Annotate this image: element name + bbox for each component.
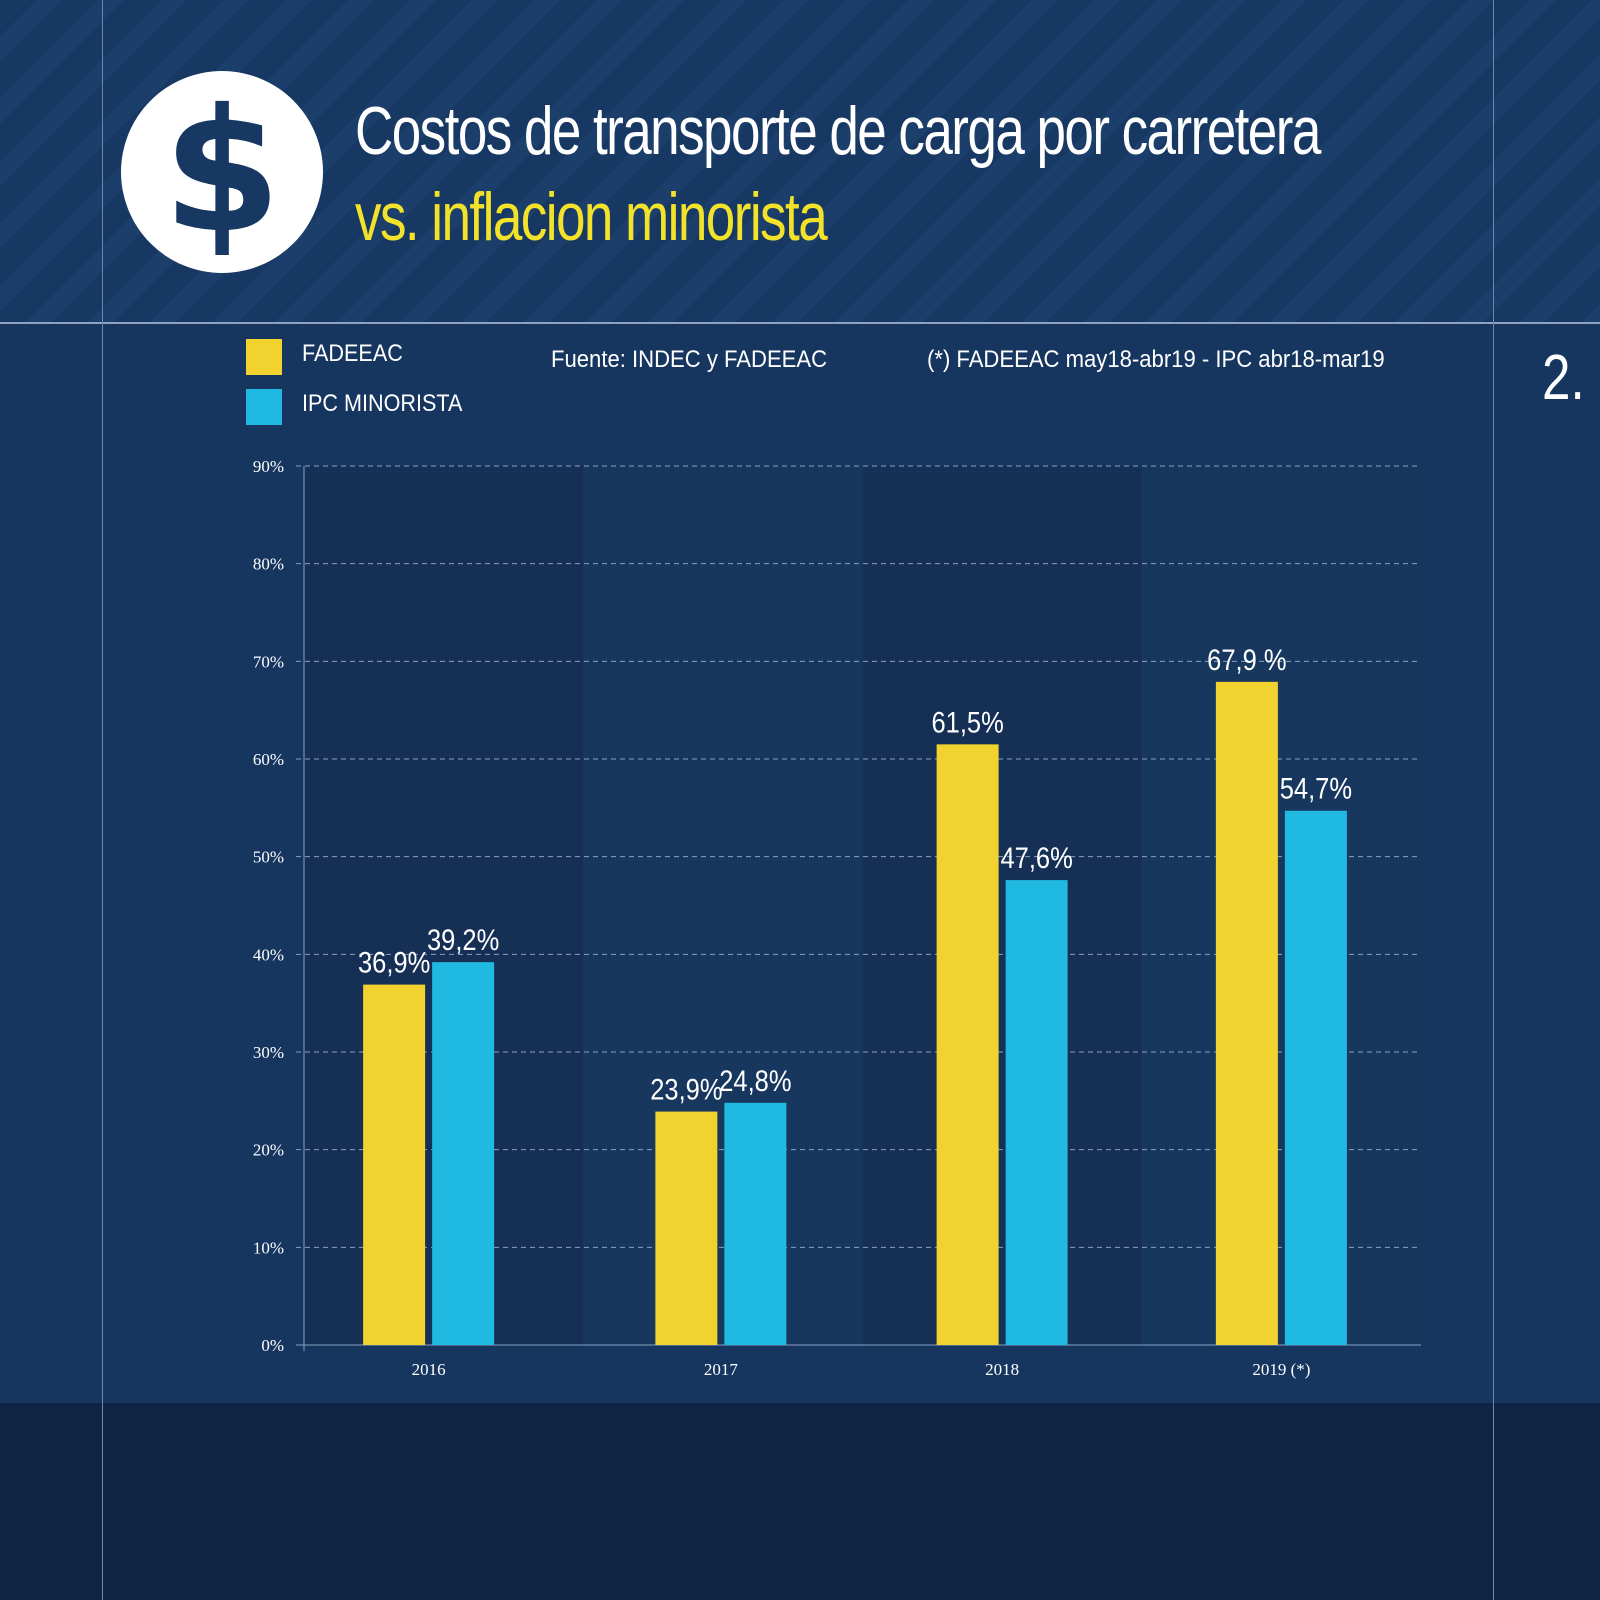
- bar-ipc: [724, 1102, 787, 1345]
- y-tick-label: 70%: [253, 652, 284, 671]
- y-tick-label: 50%: [253, 848, 284, 867]
- bar-ipc: [432, 962, 495, 1345]
- legend-label-fadeeac: FADEEAC: [302, 340, 403, 367]
- bar-fadeeac: [655, 1111, 718, 1345]
- page-title: Costos de transporte de carga por carret…: [355, 93, 1321, 169]
- legend-label-ipc: IPC MINORISTA: [302, 390, 463, 417]
- y-tick-label: 30%: [253, 1043, 284, 1062]
- column-band: [862, 466, 1142, 1345]
- y-tick-label: 0%: [261, 1336, 284, 1355]
- footer-band: [0, 1403, 1600, 1600]
- guide-line-right: [1493, 0, 1494, 1600]
- divider: [0, 322, 1600, 324]
- legend-swatch-ipc: [246, 389, 282, 425]
- bar-fadeeac: [363, 984, 426, 1345]
- legend-swatch-fadeeac: [246, 339, 282, 375]
- y-tick-label: 60%: [253, 750, 284, 769]
- bar-fadeeac: [936, 744, 999, 1345]
- page-number: 2.: [1542, 341, 1585, 413]
- page-subtitle: vs. inflacion minorista: [355, 179, 828, 255]
- data-label: 23,9%: [650, 1073, 722, 1106]
- bar-fadeeac: [1215, 681, 1278, 1345]
- y-tick-label: 40%: [253, 945, 284, 964]
- data-label: 47,6%: [1000, 841, 1072, 874]
- guide-line-left: [102, 0, 103, 1600]
- bar-ipc: [1284, 810, 1347, 1345]
- y-tick-label: 20%: [253, 1141, 284, 1160]
- source-note: Fuente: INDEC y FADEEAC: [551, 346, 828, 373]
- data-label: 67,9 %: [1207, 643, 1286, 676]
- y-tick-label: 90%: [253, 457, 284, 476]
- x-tick-label: 2017: [704, 1360, 739, 1379]
- footnote: (*) FADEEAC may18-abr19 - IPC abr18-mar1…: [927, 346, 1385, 373]
- y-tick-label: 80%: [253, 555, 284, 574]
- y-tick-label: 10%: [253, 1238, 284, 1257]
- data-label: 36,9%: [358, 946, 430, 979]
- x-tick-label: 2019 (*): [1252, 1360, 1310, 1379]
- data-label: 61,5%: [931, 705, 1003, 738]
- x-tick-label: 2018: [985, 1360, 1019, 1379]
- x-tick-label: 2016: [412, 1360, 446, 1379]
- column-band: [1141, 466, 1421, 1345]
- data-label: 24,8%: [719, 1064, 791, 1097]
- bar-ipc: [1005, 880, 1068, 1345]
- column-band: [583, 466, 863, 1345]
- data-label: 39,2%: [427, 923, 499, 956]
- dollar-icon: $: [121, 71, 323, 273]
- data-label: 54,7%: [1280, 772, 1352, 805]
